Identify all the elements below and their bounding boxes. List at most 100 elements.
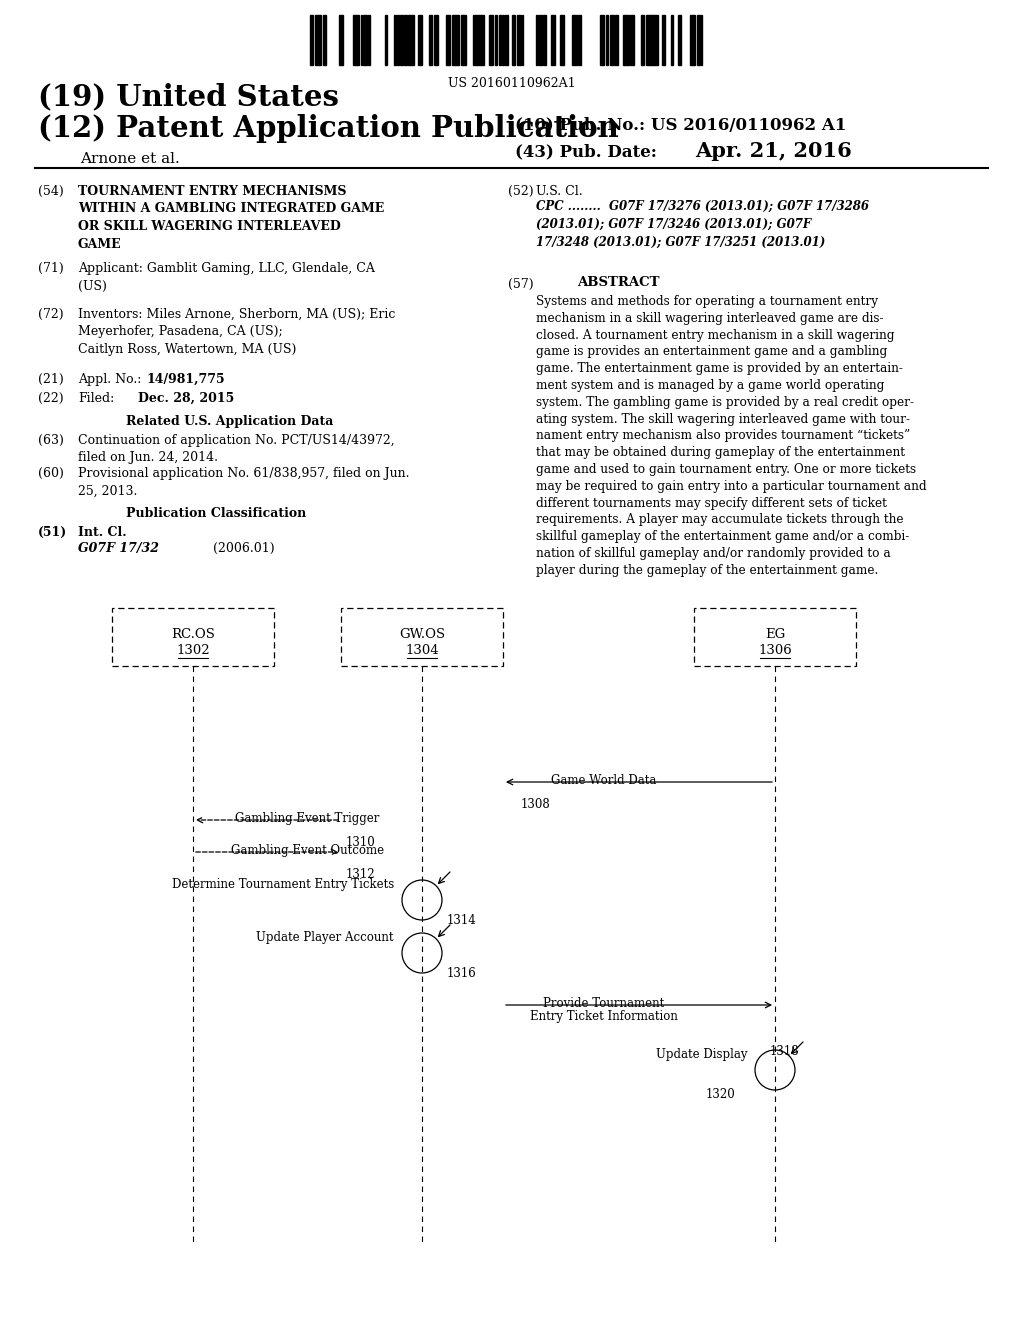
Text: Filed:: Filed:	[78, 392, 115, 405]
Text: (22): (22)	[38, 392, 63, 405]
Text: US 20160110962A1: US 20160110962A1	[449, 77, 575, 90]
Text: (71): (71)	[38, 261, 63, 275]
Bar	[517, 15, 521, 65]
Bar	[452, 15, 455, 65]
Bar	[662, 15, 665, 65]
Text: (10) Pub. No.: US 2016/0110962 A1: (10) Pub. No.: US 2016/0110962 A1	[515, 116, 847, 133]
Text: 1314: 1314	[447, 913, 477, 927]
Bar	[362, 15, 367, 65]
Text: Update Player Account: Update Player Account	[256, 931, 394, 944]
Bar	[499, 15, 501, 65]
Text: RC.OS: RC.OS	[171, 628, 215, 642]
Text: Provide Tournament: Provide Tournament	[543, 997, 665, 1010]
Text: 1312: 1312	[346, 869, 376, 880]
Bar	[630, 15, 634, 65]
Bar	[560, 15, 564, 65]
Bar	[340, 15, 343, 65]
Bar	[397, 15, 399, 65]
Bar	[408, 15, 412, 65]
Bar	[310, 15, 313, 65]
Text: 1306: 1306	[758, 644, 792, 657]
Bar	[600, 15, 604, 65]
Text: 1308: 1308	[521, 799, 551, 810]
Bar	[385, 15, 387, 65]
Bar	[502, 15, 504, 65]
Text: (43) Pub. Date:: (43) Pub. Date:	[515, 143, 656, 160]
Bar	[671, 15, 673, 65]
Bar	[315, 15, 318, 65]
Text: CPC ........  G07F 17/3276 (2013.01); G07F 17/3286
(2013.01); G07F 17/3246 (2013: CPC ........ G07F 17/3276 (2013.01); G07…	[536, 201, 869, 249]
Text: Determine Tournament Entry Tickets: Determine Tournament Entry Tickets	[172, 878, 394, 891]
Bar	[477, 15, 481, 65]
Text: Publication Classification: Publication Classification	[126, 507, 306, 520]
Text: ABSTRACT: ABSTRACT	[577, 276, 659, 289]
Bar	[650, 15, 654, 65]
Bar	[505, 15, 508, 65]
Text: (19) United States: (19) United States	[38, 82, 339, 111]
Text: 1318: 1318	[770, 1045, 800, 1059]
Text: Int. Cl.: Int. Cl.	[78, 525, 127, 539]
Text: (57): (57)	[508, 279, 534, 290]
Bar	[412, 15, 414, 65]
Text: Update Display: Update Display	[655, 1048, 746, 1061]
Text: U.S. Cl.: U.S. Cl.	[536, 185, 583, 198]
Text: TOURNAMENT ENTRY MECHANISMS
WITHIN A GAMBLING INTEGRATED GAME
OR SKILL WAGERING : TOURNAMENT ENTRY MECHANISMS WITHIN A GAM…	[78, 185, 384, 251]
Text: 1316: 1316	[447, 968, 477, 979]
Text: (63): (63)	[38, 434, 63, 447]
Bar	[606, 15, 608, 65]
Text: (52): (52)	[508, 185, 534, 198]
Text: Continuation of application No. PCT/US14/43972,
filed on Jun. 24, 2014.: Continuation of application No. PCT/US14…	[78, 434, 394, 465]
Bar	[481, 15, 484, 65]
Bar	[697, 15, 700, 65]
Bar	[543, 15, 546, 65]
Bar	[368, 15, 370, 65]
Bar	[694, 609, 856, 667]
Bar	[627, 15, 629, 65]
Text: 14/981,775: 14/981,775	[146, 374, 224, 385]
Bar	[678, 15, 681, 65]
Bar	[400, 15, 403, 65]
Bar	[429, 15, 432, 65]
Bar	[512, 15, 515, 65]
Bar	[539, 15, 542, 65]
Bar	[641, 15, 644, 65]
Bar	[578, 15, 581, 65]
Bar	[112, 609, 274, 667]
Text: 1302: 1302	[176, 644, 210, 657]
Text: Gambling Event Outcome: Gambling Event Outcome	[231, 843, 384, 857]
Text: (12) Patent Application Publication: (12) Patent Application Publication	[38, 114, 618, 143]
Text: Dec. 28, 2015: Dec. 28, 2015	[138, 392, 234, 405]
Bar	[495, 15, 497, 65]
Bar	[623, 15, 627, 65]
Bar	[356, 15, 359, 65]
Bar	[573, 15, 577, 65]
Bar	[489, 15, 493, 65]
Text: (21): (21)	[38, 374, 63, 385]
Bar	[610, 15, 614, 65]
Bar	[551, 15, 555, 65]
Bar	[473, 15, 477, 65]
Bar	[455, 15, 458, 65]
Bar	[404, 15, 407, 65]
Text: Inventors: Miles Arnone, Sherborn, MA (US); Eric
Meyerhofer, Pasadena, CA (US);
: Inventors: Miles Arnone, Sherborn, MA (U…	[78, 308, 395, 356]
Bar	[646, 15, 650, 65]
Text: (54): (54)	[38, 185, 63, 198]
Text: Arnone et al.: Arnone et al.	[80, 152, 180, 166]
Text: Provisional application No. 61/838,957, filed on Jun.
25, 2013.: Provisional application No. 61/838,957, …	[78, 467, 410, 498]
Text: EG: EG	[765, 628, 785, 642]
Bar	[434, 15, 438, 65]
Text: Appl. No.:: Appl. No.:	[78, 374, 141, 385]
Bar	[323, 15, 326, 65]
Bar	[463, 15, 466, 65]
Text: Gambling Event Trigger: Gambling Event Trigger	[236, 812, 380, 825]
Text: 1310: 1310	[346, 836, 376, 849]
Text: (2006.01): (2006.01)	[213, 543, 274, 554]
Bar	[536, 15, 538, 65]
Text: (60): (60)	[38, 467, 63, 480]
Bar	[615, 15, 618, 65]
Text: Related U.S. Application Data: Related U.S. Application Data	[126, 414, 334, 428]
Bar	[318, 15, 321, 65]
Bar	[418, 15, 422, 65]
Bar	[654, 15, 658, 65]
Text: G07F 17/32: G07F 17/32	[78, 543, 159, 554]
